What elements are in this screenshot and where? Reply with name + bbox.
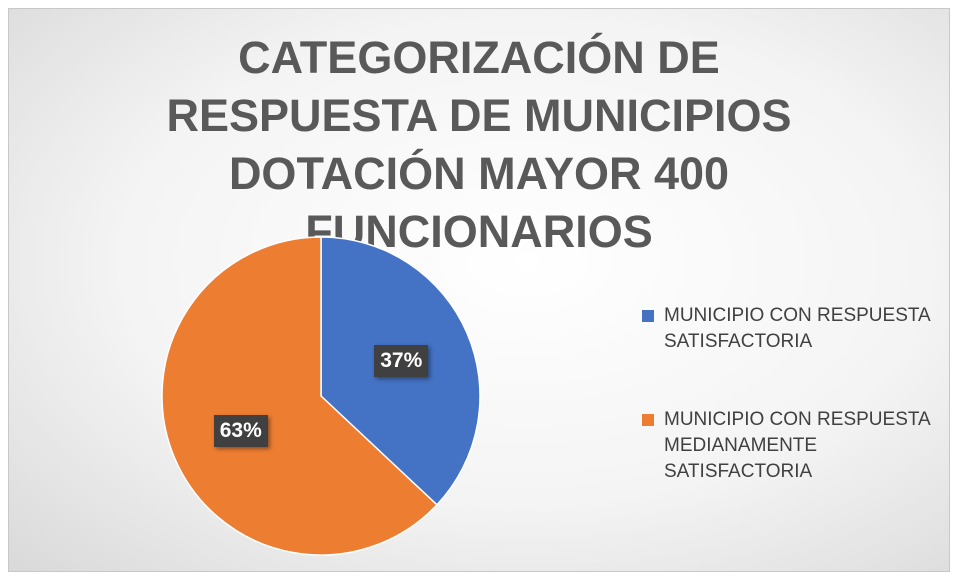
data-label: 37% — [374, 345, 429, 378]
pie-slice — [161, 236, 438, 556]
legend-swatch — [642, 414, 654, 426]
chart: CATEGORIZACIÓN DE RESPUESTA DE MUNICIPIO… — [8, 8, 950, 572]
chart-title: CATEGORIZACIÓN DE RESPUESTA DE MUNICIPIO… — [166, 32, 792, 257]
legend-label: MUNICIPIO CON RESPUESTA MEDIANAMENTE SAT… — [664, 409, 930, 482]
legend-item: MUNICIPIO CON RESPUESTA MEDIANAMENTE SAT… — [640, 407, 940, 485]
legend-label: MUNICIPIO CON RESPUESTA SATISFACTORIA — [664, 305, 930, 352]
legend-swatch — [642, 310, 654, 322]
data-label: 63% — [213, 414, 268, 447]
legend-item: MUNICIPIO CON RESPUESTA SATISFACTORIA — [640, 303, 940, 355]
